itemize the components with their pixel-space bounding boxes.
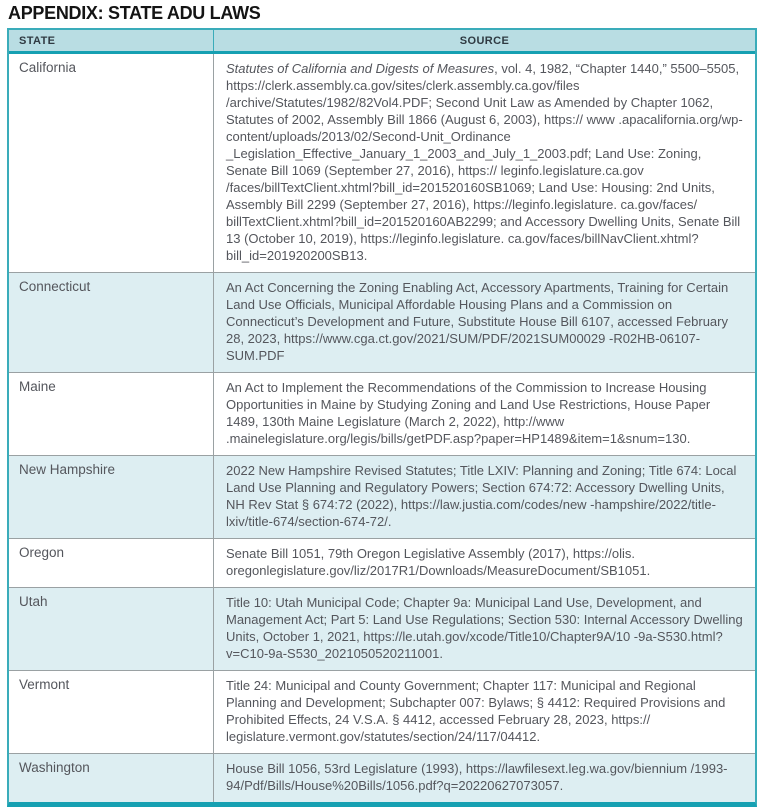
state-cell: Vermont bbox=[9, 671, 214, 753]
source-text: Title 24: Municipal and County Governmen… bbox=[226, 678, 726, 744]
state-cell: California bbox=[9, 54, 214, 272]
column-header-state: STATE bbox=[9, 30, 214, 51]
table-row-utah: Utah Title 10: Utah Municipal Code; Chap… bbox=[9, 587, 755, 670]
table-row-vermont: Vermont Title 24: Municipal and County G… bbox=[9, 670, 755, 753]
table-row-connecticut: Connecticut An Act Concerning the Zoning… bbox=[9, 272, 755, 372]
table-row-oregon: Oregon Senate Bill 1051, 79th Oregon Leg… bbox=[9, 538, 755, 587]
column-header-source: SOURCE bbox=[459, 34, 510, 47]
source-italic-lead: Statutes of California and Digests of Me… bbox=[226, 61, 495, 76]
source-text: House Bill 1056, 53rd Legislature (1993)… bbox=[226, 761, 728, 793]
state-cell: New Hampshire bbox=[9, 456, 214, 538]
source-cell: 2022 New Hampshire Revised Statutes; Tit… bbox=[214, 456, 755, 538]
table-row-new-hampshire: New Hampshire 2022 New Hampshire Revised… bbox=[9, 455, 755, 538]
source-cell: Senate Bill 1051, 79th Oregon Legislativ… bbox=[214, 539, 755, 587]
source-text: 2022 New Hampshire Revised Statutes; Tit… bbox=[226, 463, 737, 529]
source-cell: Title 24: Municipal and County Governmen… bbox=[214, 671, 755, 753]
table-body: California Statutes of California and Di… bbox=[9, 54, 755, 802]
state-cell: Utah bbox=[9, 588, 214, 670]
source-text: An Act to Implement the Recommendations … bbox=[226, 380, 711, 446]
state-cell: Maine bbox=[9, 373, 214, 455]
state-cell: Oregon bbox=[9, 539, 214, 587]
source-cell: An Act Concerning the Zoning Enabling Ac… bbox=[214, 273, 755, 372]
state-adu-laws-table: STATE SOURCE California Statutes of Cali… bbox=[7, 28, 757, 807]
state-cell: Connecticut bbox=[9, 273, 214, 372]
source-cell: An Act to Implement the Recommendations … bbox=[214, 373, 755, 455]
state-cell: Washington bbox=[9, 754, 214, 802]
source-text: , vol. 4, 1982, “Chapter 1440,” 5500–550… bbox=[226, 61, 743, 263]
table-row-washington: Washington House Bill 1056, 53rd Legisla… bbox=[9, 753, 755, 802]
source-cell: House Bill 1056, 53rd Legislature (1993)… bbox=[214, 754, 755, 802]
table-row-california: California Statutes of California and Di… bbox=[9, 54, 755, 272]
source-cell: Statutes of California and Digests of Me… bbox=[214, 54, 755, 272]
source-text: Senate Bill 1051, 79th Oregon Legislativ… bbox=[226, 546, 651, 578]
table-row-maine: Maine An Act to Implement the Recommenda… bbox=[9, 372, 755, 455]
source-cell: Title 10: Utah Municipal Code; Chapter 9… bbox=[214, 588, 755, 670]
page-title: APPENDIX: STATE ADU LAWS bbox=[8, 3, 261, 23]
table-header-row: STATE SOURCE bbox=[9, 30, 755, 54]
source-text: An Act Concerning the Zoning Enabling Ac… bbox=[226, 280, 729, 363]
source-text: Title 10: Utah Municipal Code; Chapter 9… bbox=[226, 595, 743, 661]
